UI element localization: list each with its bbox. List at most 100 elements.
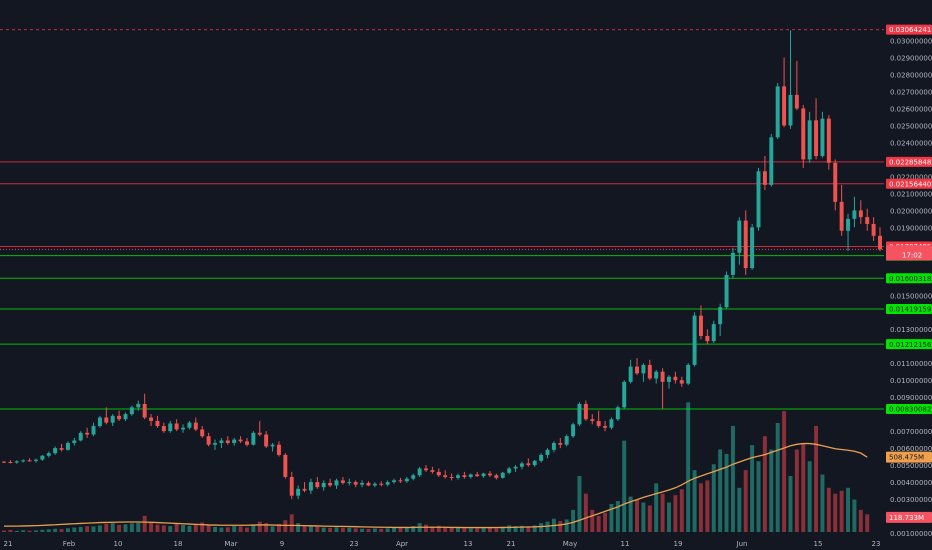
candle[interactable]	[392, 478, 397, 484]
candle[interactable]	[321, 480, 326, 491]
candle[interactable]	[839, 184, 844, 236]
candle[interactable]	[8, 460, 13, 464]
candle[interactable]	[743, 210, 748, 275]
candle[interactable]	[622, 380, 627, 410]
candle[interactable]	[475, 471, 480, 477]
candle[interactable]	[33, 458, 38, 463]
candle[interactable]	[750, 223, 755, 270]
candle[interactable]	[85, 427, 90, 438]
candle[interactable]	[526, 458, 531, 467]
candle[interactable]	[788, 30, 793, 129]
candle[interactable]	[136, 400, 141, 411]
candle[interactable]	[698, 305, 703, 340]
candle[interactable]	[117, 410, 122, 421]
candle[interactable]	[328, 478, 333, 488]
candle[interactable]	[705, 329, 710, 345]
candle[interactable]	[718, 303, 723, 337]
candle[interactable]	[200, 426, 205, 438]
candle[interactable]	[660, 368, 665, 410]
candle[interactable]	[858, 200, 863, 224]
candle[interactable]	[871, 217, 876, 241]
candle[interactable]	[155, 415, 160, 428]
candle[interactable]	[711, 320, 716, 343]
candle[interactable]	[679, 376, 684, 387]
candle[interactable]	[161, 422, 166, 433]
candle[interactable]	[91, 422, 96, 437]
candle[interactable]	[820, 111, 825, 158]
candle[interactable]	[456, 473, 460, 480]
candle[interactable]	[673, 371, 678, 384]
candle[interactable]	[238, 436, 243, 444]
candle[interactable]	[596, 410, 601, 428]
candle[interactable]	[347, 478, 352, 486]
candle[interactable]	[558, 437, 563, 449]
candle[interactable]	[794, 60, 799, 111]
candle[interactable]	[353, 480, 358, 488]
candle[interactable]	[826, 115, 831, 170]
candle[interactable]	[251, 431, 256, 446]
candle[interactable]	[404, 476, 409, 483]
time-axis[interactable]: 21 Feb 10 18 Mar 9 23 Apr 13 21 May 11 19 Jun 15 23	[4, 540, 881, 548]
candle[interactable]	[308, 478, 313, 494]
candle[interactable]	[737, 217, 742, 265]
candle[interactable]	[385, 480, 390, 487]
candle[interactable]	[97, 415, 102, 428]
candle[interactable]	[104, 407, 109, 425]
candle[interactable]	[366, 481, 371, 487]
candle[interactable]	[762, 156, 767, 190]
candle[interactable]	[494, 473, 499, 480]
horizontal-levels[interactable]	[0, 29, 884, 410]
candle[interactable]	[398, 477, 403, 483]
candle[interactable]	[424, 465, 428, 472]
candle[interactable]	[539, 453, 544, 463]
candle[interactable]	[807, 111, 812, 163]
candle[interactable]	[878, 227, 882, 252]
candle[interactable]	[814, 98, 819, 160]
candle[interactable]	[641, 363, 646, 382]
candle[interactable]	[667, 375, 671, 389]
candle[interactable]	[532, 460, 537, 467]
candle[interactable]	[865, 208, 870, 231]
candle[interactable]	[296, 485, 301, 500]
candle[interactable]	[647, 359, 652, 381]
candle[interactable]	[775, 83, 780, 140]
candle[interactable]	[78, 431, 83, 442]
candle[interactable]	[571, 422, 576, 438]
candle[interactable]	[59, 443, 64, 452]
candle[interactable]	[833, 159, 838, 211]
candle[interactable]	[417, 466, 422, 477]
candle[interactable]	[635, 358, 639, 376]
candle[interactable]	[360, 480, 365, 488]
candle[interactable]	[142, 393, 147, 420]
candle[interactable]	[468, 473, 473, 479]
price-axis[interactable]: 0.03000000 0.02900000 0.02800000 0.02700000…	[890, 38, 932, 538]
candle[interactable]	[315, 476, 320, 489]
candle[interactable]	[507, 466, 512, 475]
candle[interactable]	[724, 271, 729, 309]
candle[interactable]	[219, 437, 224, 449]
candle[interactable]	[72, 437, 77, 446]
candle[interactable]	[551, 441, 556, 453]
candle[interactable]	[110, 414, 115, 427]
candle[interactable]	[430, 466, 435, 474]
candle[interactable]	[149, 414, 154, 427]
candle[interactable]	[769, 133, 774, 187]
candle[interactable]	[577, 402, 582, 427]
candle[interactable]	[40, 454, 45, 461]
candle[interactable]	[782, 57, 787, 128]
candle[interactable]	[590, 414, 595, 425]
candle[interactable]	[628, 359, 633, 384]
candle[interactable]	[2, 460, 6, 464]
candle[interactable]	[193, 417, 198, 432]
candle[interactable]	[513, 465, 518, 472]
candle[interactable]	[14, 460, 19, 464]
candle[interactable]	[187, 420, 192, 430]
candle[interactable]	[302, 482, 307, 493]
candle[interactable]	[564, 434, 569, 447]
candle[interactable]	[756, 167, 761, 231]
candle[interactable]	[232, 437, 237, 446]
candle[interactable]	[213, 439, 217, 450]
candle[interactable]	[545, 448, 550, 459]
candle[interactable]	[411, 473, 416, 481]
candle[interactable]	[846, 213, 851, 252]
